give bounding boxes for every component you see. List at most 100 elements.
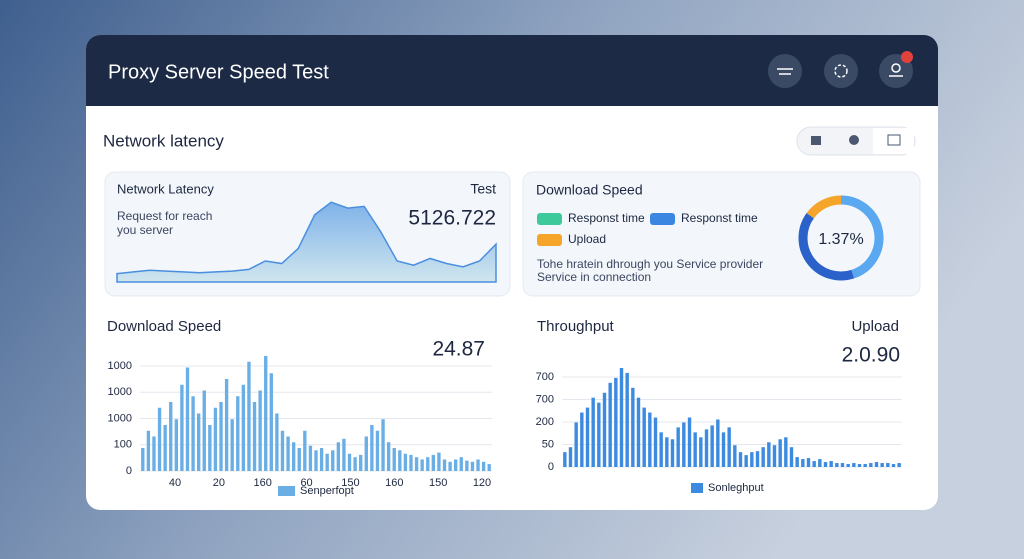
bar (648, 412, 652, 467)
bar (687, 417, 692, 467)
bar (625, 372, 629, 467)
card-note: Tohe hratein dhrough you Service provide… (537, 257, 763, 271)
bar (835, 463, 839, 467)
card-title: Network Latency (117, 181, 214, 196)
bar (784, 437, 788, 467)
bar (398, 450, 402, 471)
chart-title: Throughput (537, 318, 615, 335)
legend-label: Upload (568, 232, 606, 246)
y-tick-label: 0 (548, 461, 554, 473)
chart-value: 24.87 (432, 338, 485, 361)
bar (454, 459, 458, 471)
bar (608, 382, 612, 467)
donut-segment (806, 195, 842, 219)
y-tick-label: 1000 (108, 386, 132, 398)
bar (744, 455, 748, 467)
legend-label: Responst time (568, 211, 645, 225)
toolbar-button[interactable] (811, 136, 821, 145)
bar (897, 463, 901, 467)
card-note: Service in connection (537, 270, 651, 284)
bar (693, 432, 697, 467)
y-tick-label: 1000 (108, 412, 132, 424)
bar (247, 361, 251, 471)
bar (699, 437, 703, 467)
toolbar (796, 126, 916, 156)
bar (437, 452, 441, 471)
bar (426, 457, 430, 471)
bar (319, 448, 324, 471)
toolbar-button[interactable] (873, 128, 914, 154)
bar (563, 452, 567, 467)
bar (597, 402, 601, 467)
bar (236, 396, 240, 471)
bar (665, 437, 669, 467)
header-bar (86, 35, 938, 106)
header-button[interactable] (768, 54, 802, 88)
bar (801, 459, 805, 467)
bar (852, 463, 856, 467)
bar (325, 453, 329, 471)
bar (213, 407, 218, 471)
chart-value: 2.0.90 (842, 344, 900, 367)
bar (682, 422, 686, 467)
bar (241, 384, 246, 471)
toolbar-button[interactable] (849, 135, 859, 145)
bar (191, 396, 195, 471)
bar (230, 419, 234, 471)
bar (157, 407, 162, 471)
y-tick-label: 700 (536, 393, 554, 405)
bar (585, 407, 590, 467)
bar (812, 461, 816, 467)
bar (778, 439, 782, 467)
header-button[interactable] (824, 54, 858, 88)
chart-label: Upload (851, 318, 899, 335)
y-tick-label: 50 (542, 438, 554, 450)
y-tick-label: 1000 (108, 360, 132, 372)
latency-value: 5126.722 (408, 207, 496, 230)
bar (733, 445, 737, 467)
bar (359, 454, 363, 471)
x-tick-label: 120 (473, 477, 491, 489)
bar (353, 457, 357, 471)
y-tick-label: 0 (126, 465, 132, 477)
bar (465, 460, 469, 471)
bar (331, 450, 335, 471)
x-tick-label: 150 (429, 477, 447, 489)
x-tick-label: 160 (254, 477, 272, 489)
bar (286, 436, 290, 471)
latency-area (116, 201, 497, 283)
x-tick-label: 20 (213, 477, 225, 489)
bar (481, 461, 486, 471)
bar (375, 430, 380, 471)
bar (772, 445, 777, 467)
bar (721, 432, 726, 467)
bar (208, 425, 212, 471)
bar (152, 436, 156, 471)
bar (653, 417, 658, 467)
bar (642, 407, 646, 467)
section-title: Network latency (103, 131, 224, 150)
bar (174, 419, 178, 471)
bar (704, 429, 709, 467)
bar (403, 453, 408, 471)
card-description: Request for reach (117, 209, 212, 223)
bar (659, 432, 663, 467)
bar (716, 419, 720, 467)
bar (308, 445, 313, 471)
bar (420, 459, 424, 471)
bar (252, 402, 257, 471)
bar (258, 390, 262, 471)
bar (459, 457, 463, 471)
bar (364, 436, 368, 471)
profile-button[interactable] (879, 51, 913, 88)
bar (568, 447, 573, 467)
bar (738, 452, 743, 467)
bar (806, 458, 811, 467)
x-tick-label: 60 (300, 477, 312, 489)
legend-swatch (691, 483, 703, 493)
donut-segment (840, 195, 884, 279)
legend-swatch (537, 213, 562, 225)
bar (755, 451, 760, 467)
bar (470, 461, 475, 471)
